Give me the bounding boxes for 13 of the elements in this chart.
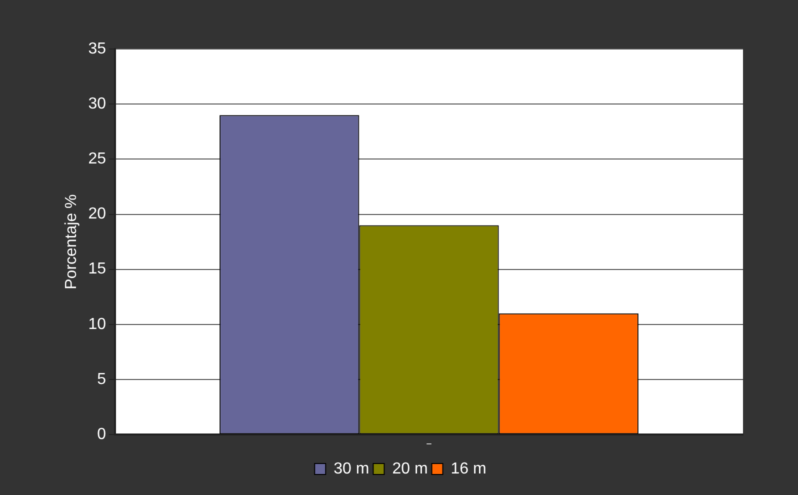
y-tick-label: 5 <box>97 370 106 388</box>
y-axis-title: Porcentaje % <box>63 194 80 290</box>
y-tick-label: 30 <box>88 95 106 112</box>
y-tick-label: 25 <box>88 150 106 168</box>
y-tick-label: 20 <box>88 206 106 223</box>
legend-label: 16 m <box>450 460 486 478</box>
legend-label: 30 m <box>334 460 370 478</box>
y-tick-label: 35 <box>88 40 106 58</box>
y-tick-label: 0 <box>97 426 106 444</box>
legend-label: 20 m <box>392 460 428 478</box>
y-tick-label: 15 <box>88 260 106 278</box>
x-tick-label: ‾ <box>426 442 432 456</box>
y-tick-label: 10 <box>88 316 106 333</box>
